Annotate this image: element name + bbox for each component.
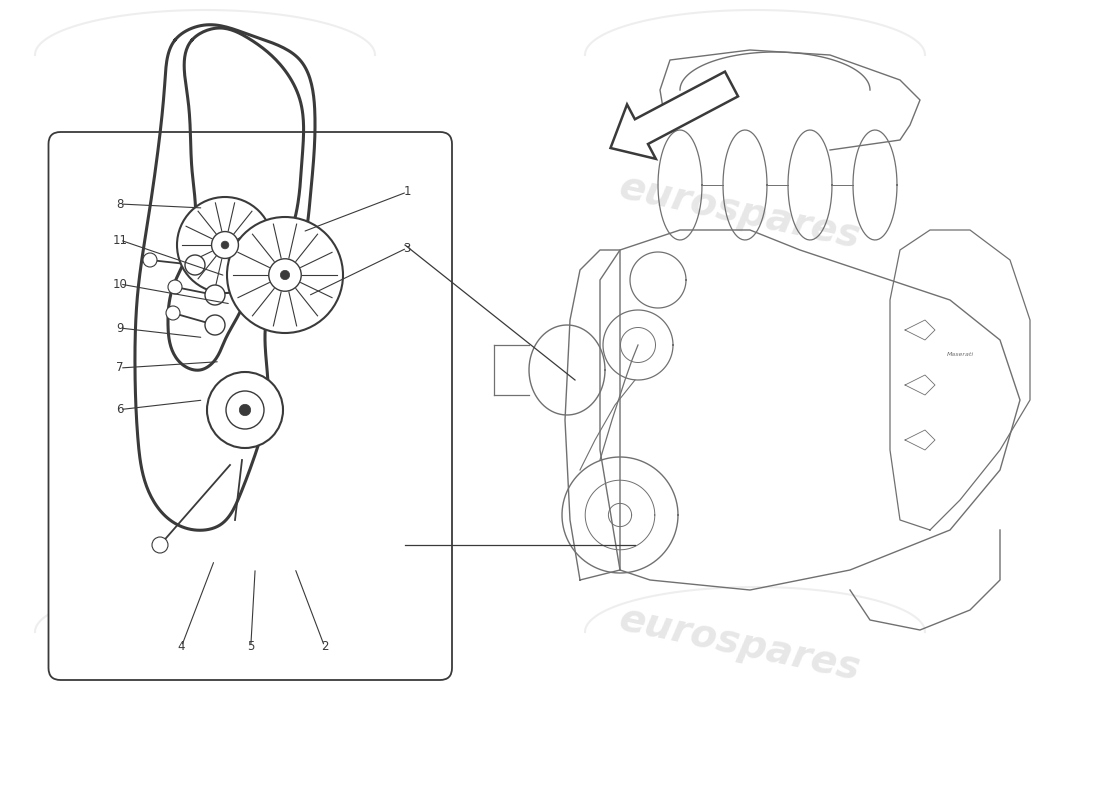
- Circle shape: [152, 537, 168, 553]
- Text: 5: 5: [248, 640, 254, 653]
- Circle shape: [240, 404, 251, 416]
- Text: 1: 1: [404, 186, 410, 198]
- Circle shape: [211, 231, 239, 258]
- Text: 11: 11: [112, 234, 128, 246]
- Circle shape: [205, 285, 225, 305]
- Text: 7: 7: [117, 362, 123, 374]
- Circle shape: [177, 197, 273, 293]
- Text: Maserati: Maserati: [946, 353, 974, 358]
- Polygon shape: [610, 72, 738, 159]
- Circle shape: [227, 217, 343, 333]
- Text: 6: 6: [117, 403, 123, 416]
- Text: 10: 10: [112, 278, 128, 290]
- Text: 8: 8: [117, 198, 123, 210]
- Circle shape: [205, 315, 225, 335]
- Text: eurospares: eurospares: [88, 168, 337, 256]
- Circle shape: [268, 258, 301, 291]
- Text: 9: 9: [117, 322, 123, 334]
- Text: 3: 3: [404, 242, 410, 254]
- Text: eurospares: eurospares: [616, 168, 865, 256]
- Circle shape: [185, 255, 205, 275]
- Circle shape: [280, 270, 289, 280]
- Circle shape: [221, 241, 229, 249]
- Circle shape: [166, 306, 180, 320]
- Circle shape: [207, 372, 283, 448]
- Circle shape: [168, 280, 182, 294]
- Text: eurospares: eurospares: [88, 600, 337, 688]
- Text: 2: 2: [321, 640, 328, 653]
- Circle shape: [226, 391, 264, 429]
- FancyBboxPatch shape: [48, 132, 452, 680]
- Text: 4: 4: [178, 640, 185, 653]
- Text: eurospares: eurospares: [616, 600, 865, 688]
- Circle shape: [143, 253, 157, 267]
